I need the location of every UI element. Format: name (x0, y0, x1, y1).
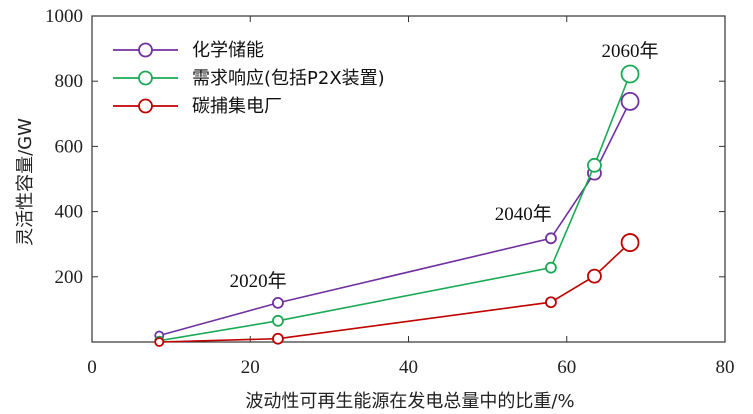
y-tick-label: 600 (55, 136, 84, 157)
legend-item: 需求响应(包括P2X装置) (113, 68, 385, 89)
y-tick-label: 200 (55, 267, 84, 288)
y-axis-title: 灵活性容量/GW (15, 118, 36, 246)
year-annotation: 2040年 (495, 203, 552, 225)
series-2 (154, 233, 640, 347)
x-tick-label: 20 (241, 357, 260, 378)
series-line (159, 242, 631, 343)
legend-label: 需求响应(包括P2X装置) (192, 68, 385, 89)
x-tick-label: 0 (87, 357, 97, 378)
legend-item: 化学储能 (113, 40, 264, 61)
x-tick-label: 80 (716, 357, 735, 378)
series-layer (154, 64, 640, 347)
y-tick-label: 800 (55, 71, 84, 92)
data-point (587, 157, 602, 173)
x-axis-title: 波动性可再生能源在发电总量中的比重/% (245, 391, 574, 412)
axis-ticks: 0 20 40 60 80 200 400 600 800 1000 (45, 6, 735, 378)
data-point (587, 268, 602, 284)
data-point (545, 296, 557, 309)
data-point (545, 232, 557, 245)
annotations: 2020年 2040年 2060年 (230, 40, 659, 292)
y-tick-label: 1000 (45, 6, 83, 27)
data-point (620, 233, 640, 252)
data-point (545, 261, 557, 274)
series-line (159, 101, 631, 337)
data-point (272, 332, 284, 345)
x-tick-label: 40 (399, 357, 418, 378)
legend-label: 化学储能 (192, 40, 264, 61)
legend-marker (138, 42, 153, 58)
legend-marker (138, 70, 153, 86)
legend-marker (138, 98, 153, 114)
x-tick-label: 60 (557, 357, 576, 378)
series-0 (154, 92, 640, 341)
year-annotation: 2060年 (602, 40, 659, 62)
data-point (272, 314, 284, 327)
data-point (620, 92, 640, 111)
year-annotation: 2020年 (230, 270, 287, 292)
data-point (620, 64, 640, 84)
legend-label: 碳捕集电厂 (192, 96, 282, 117)
legend-item: 碳捕集电厂 (113, 96, 282, 117)
data-point (154, 337, 165, 347)
data-point (272, 296, 284, 309)
y-tick-label: 400 (55, 202, 84, 223)
